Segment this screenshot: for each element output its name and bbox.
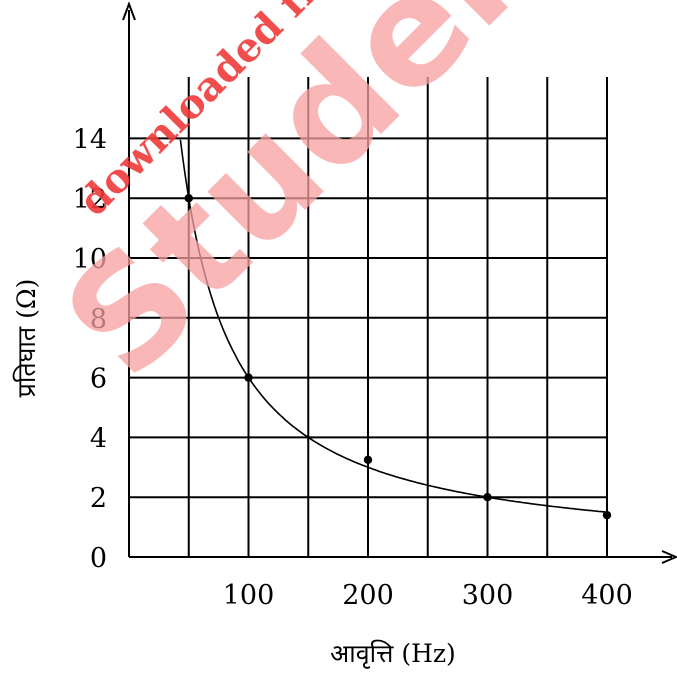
data-point [184,194,193,203]
x-axis-arrow-icon [661,550,677,564]
y-tick-label: 10 [73,244,107,275]
data-point [244,373,253,382]
data-point [363,455,373,465]
y-tick-label: 4 [90,423,107,454]
grid [129,77,608,557]
y-axis-title: प्रतिघात (Ω) [12,279,41,398]
data-point [602,510,612,520]
data-series [179,139,612,520]
data-point [483,493,492,502]
y-tick-label: 8 [90,304,107,335]
x-tick-label: 100 [223,580,275,611]
y-tick-label: 12 [73,184,107,215]
y-tick-label: 0 [90,543,107,574]
axes [122,1,677,564]
y-tick-label: 6 [90,364,107,395]
tick-labels: 100 200 300 400 0 2 4 6 8 10 12 14 [73,124,633,611]
x-tick-label: 300 [462,580,514,611]
x-tick-label: 400 [581,580,633,611]
y-tick-label: 2 [90,483,107,514]
x-tick-label: 200 [342,580,394,611]
series-curve [179,139,606,513]
x-axis-title: आवृत्ति (Hz) [330,639,456,669]
y-axis-arrow-icon [122,1,136,21]
y-tick-label: 14 [73,124,107,155]
